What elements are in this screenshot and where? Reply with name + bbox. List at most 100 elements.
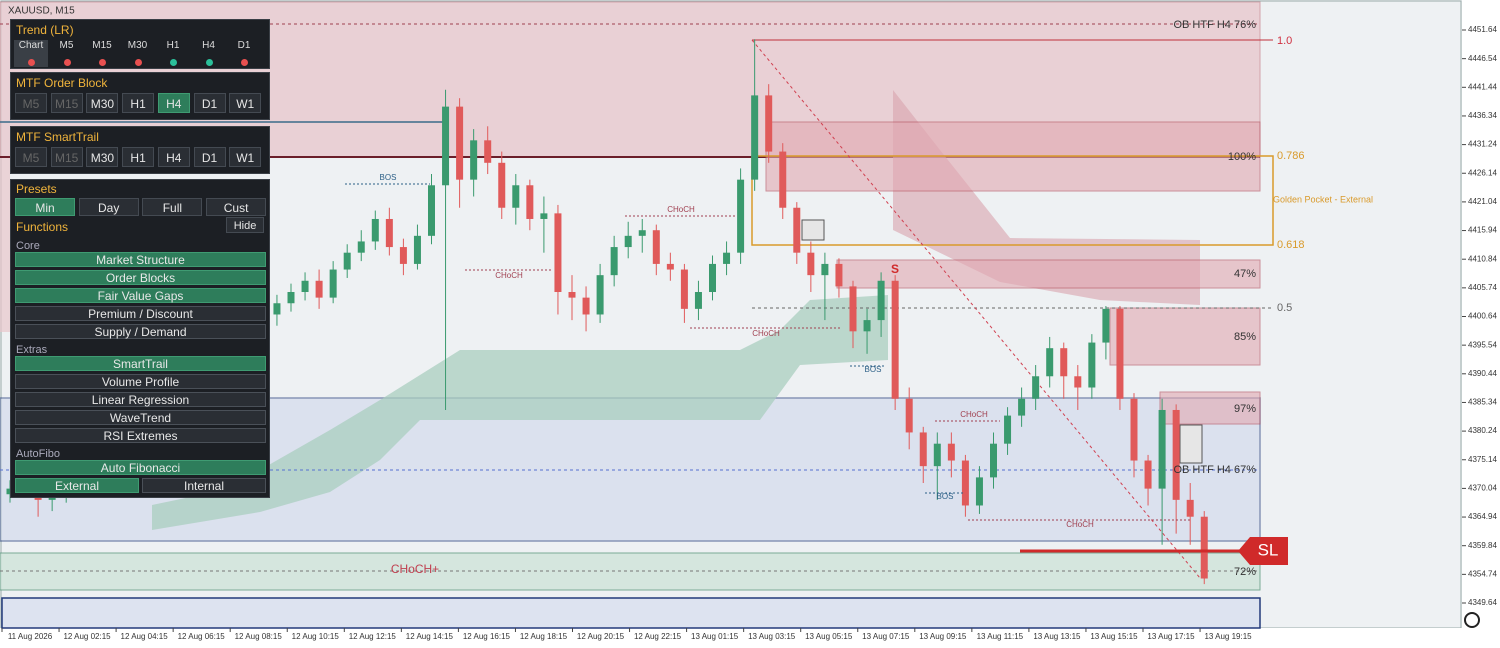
preset-button[interactable]: Full [142,198,203,216]
x-tick-label: 12 Aug 04:15 [121,632,169,641]
candle-body [1158,409,1166,489]
timeframe[interactable]: D1 [237,40,251,51]
timeframe[interactable]: H1 [166,40,180,51]
y-tick-label: 4436.34 [1468,111,1497,120]
function-toggle[interactable]: SmartTrail [15,356,266,371]
smarttrail-bear [893,90,1200,305]
x-tick-label: 11 Aug 2026 [8,632,53,641]
panel-section: Presets Min Day Full Cust Functions Hide Core Ma… [10,179,270,498]
candle-body [399,247,407,264]
y-tick-label: 4380.24 [1468,426,1497,435]
y-tick-label: 4405.74 [1468,283,1497,292]
trend-dot [28,59,35,66]
structure-label: BOS [865,365,882,374]
candle-body [526,185,534,219]
function-toggle[interactable]: External [15,478,139,493]
function-toggle[interactable]: Internal [142,478,266,493]
timeframe-button[interactable]: H1 [122,93,155,113]
x-tick-label: 13 Aug 05:15 [805,632,853,641]
candle-body [821,263,829,276]
annotation: 100% [1228,151,1256,163]
timeframe-button[interactable]: D1 [193,147,226,167]
y-tick-label: 4364.94 [1468,512,1497,521]
fib-label: Golden Pocket - External [1273,194,1373,204]
y-tick-label: 4441.44 [1468,82,1497,91]
timeframe-button[interactable]: M15 [50,93,83,113]
hide-button[interactable]: Hide [226,217,264,233]
timeframe-button[interactable]: M30 [86,93,119,113]
timeframe-button[interactable]: H4 [157,147,190,167]
timeframe-button[interactable]: M5 [15,93,47,113]
timeframe[interactable]: M5 [59,40,74,51]
y-tick-label: 4415.94 [1468,226,1497,235]
timeframe[interactable]: H4 [202,40,215,51]
function-toggle[interactable]: Market Structure [15,252,266,267]
preset-button[interactable]: Day [78,198,139,216]
candle-body [456,106,464,180]
timeframe-button[interactable]: M5 [15,147,47,167]
function-toggle[interactable]: Volume Profile [15,374,266,389]
candle-body [835,263,843,287]
timeframe-button[interactable]: M30 [86,147,119,167]
annotation: 97% [1234,403,1256,415]
x-tick-label: 12 Aug 16:15 [463,632,511,641]
time-axis [0,628,1462,648]
candle-body [371,218,379,242]
function-toggle[interactable]: Order Blocks [15,270,266,285]
timeframe[interactable]: M15 [92,40,112,51]
candle-body [652,230,660,264]
candle-body [1088,342,1096,388]
x-tick-label: 12 Aug 22:15 [634,632,682,641]
candle-body [863,320,871,332]
candle-body [329,269,337,298]
function-toggle[interactable]: Fair Value Gaps [15,288,266,303]
section-title: Presets [16,182,57,196]
y-tick-label: 4446.54 [1468,54,1497,63]
structure-label: BOS [937,492,954,501]
y-tick-label: 4385.34 [1468,398,1497,407]
candle-body [807,252,815,276]
candle-body [568,292,576,298]
structure-label: BOS [380,173,397,182]
fib-label: 1.0 [1277,35,1292,47]
candle-body [779,151,787,208]
x-tick-label: 13 Aug 07:15 [862,632,910,641]
timeframe[interactable]: M30 [127,40,148,51]
function-toggle[interactable]: RSI Extremes [15,428,266,443]
y-tick-label: 4354.74 [1468,569,1497,578]
x-tick-label: 12 Aug 06:15 [178,632,226,641]
timeframe-button[interactable]: D1 [193,93,226,113]
annotation: 85% [1234,331,1256,343]
function-toggle[interactable]: Supply / Demand [15,324,266,339]
zoom-icon[interactable] [1464,612,1480,628]
function-toggle[interactable]: Auto Fibonacci [15,460,266,475]
candle-body [990,443,997,478]
annotation: 47% [1234,268,1256,280]
function-toggle[interactable]: WaveTrend [15,410,266,425]
timeframe-button[interactable]: W1 [229,147,262,167]
preset-button[interactable]: Cust [206,198,267,216]
function-toggle[interactable]: Premium / Discount [15,306,266,321]
timeframe-button[interactable]: H4 [157,93,190,113]
x-tick-label: 13 Aug 13:15 [1033,632,1081,641]
candle-body [793,207,801,253]
timeframe-button[interactable]: M15 [50,147,83,167]
preset-button[interactable]: Min [15,198,75,216]
choch-plus: CHoCH+ [391,562,439,576]
timeframe-button[interactable]: H1 [122,147,155,167]
candle-body [470,140,478,180]
y-tick-label: 4426.14 [1468,168,1497,177]
candle-body [610,247,618,276]
annotation: OB HTF H4 67% [1173,464,1256,476]
timeframe-button[interactable]: W1 [229,93,262,113]
group-label: Core [16,240,40,252]
candle-body [1172,409,1180,500]
candle-body [947,443,955,461]
x-tick-label: 13 Aug 03:15 [748,632,796,641]
candle-body [343,252,351,270]
x-tick-label: 13 Aug 17:15 [1147,632,1195,641]
function-toggle[interactable]: Linear Regression [15,392,266,407]
candle-body [638,230,646,236]
sl-label: SL [1258,540,1279,559]
x-tick-label: 12 Aug 14:15 [406,632,454,641]
